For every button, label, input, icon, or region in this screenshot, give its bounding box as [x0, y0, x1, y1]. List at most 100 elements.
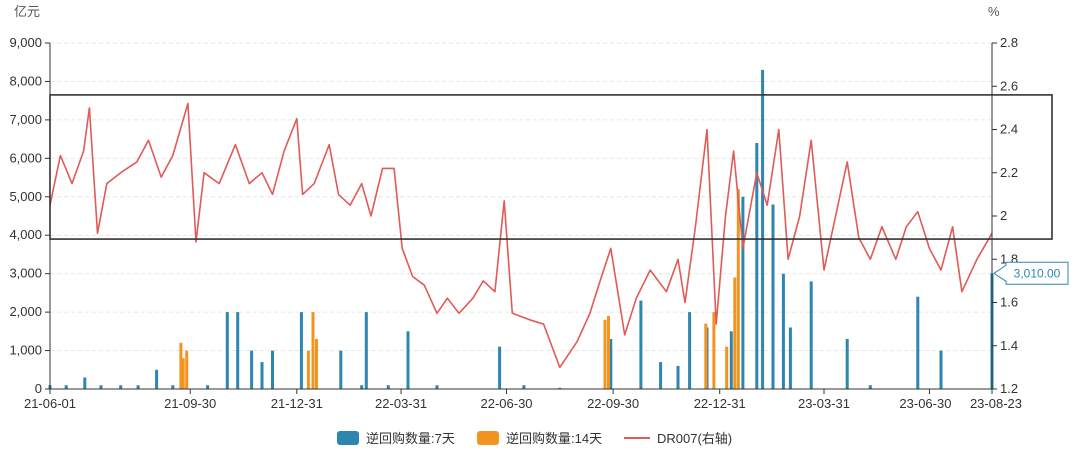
- bars: [48, 69, 994, 390]
- bar-7d: [136, 385, 140, 389]
- bar-14d: [607, 316, 610, 389]
- legend-item-7d[interactable]: 逆回购数量:7天: [337, 431, 455, 446]
- legend-item-dr007[interactable]: DR007(右轴): [624, 431, 732, 446]
- right-tick-label: 2.4: [1000, 122, 1018, 137]
- bar-7d: [688, 312, 692, 389]
- bar-7d: [260, 362, 264, 389]
- left-tick-label: 6,000: [9, 150, 42, 165]
- legend-label-7d: 逆回购数量:7天: [366, 431, 455, 446]
- legend: 逆回购数量:7天 逆回购数量:14天 DR007(右轴): [337, 431, 732, 446]
- x-tick-label: 23-03-31: [798, 396, 850, 411]
- legend-item-14d[interactable]: 逆回购数量:14天: [477, 431, 602, 446]
- bar-7d: [676, 365, 680, 389]
- annotation-box: [49, 94, 1053, 240]
- bar-7d: [809, 281, 813, 389]
- left-tick-label: 8,000: [9, 73, 42, 88]
- right-tick-label: 1.2: [1000, 381, 1018, 396]
- right-tick-label: 2.8: [1000, 35, 1018, 50]
- bar-7d: [406, 331, 410, 389]
- bar-14d: [311, 312, 315, 389]
- x-tick-label: 21-12-31: [271, 396, 323, 411]
- legend-swatch-7d: [337, 431, 359, 445]
- left-axis-unit: 亿元: [14, 4, 40, 19]
- bar-14d: [181, 358, 185, 389]
- bar-7d: [64, 385, 68, 389]
- bar-7d: [99, 385, 103, 389]
- bar-14d: [185, 350, 189, 389]
- bar-14d: [704, 323, 708, 389]
- right-tick-label: 2.2: [1000, 165, 1018, 180]
- bar-7d: [498, 346, 502, 389]
- bar-7d: [771, 204, 775, 389]
- bar-14d: [733, 277, 737, 389]
- bar-7d: [755, 143, 759, 389]
- x-tick-label: 21-06-01: [24, 396, 76, 411]
- bar-7d: [171, 385, 175, 389]
- bar-7d: [386, 385, 390, 389]
- right-tick-label: 1.4: [1000, 338, 1018, 353]
- legend-label-14d: 逆回购数量:14天: [506, 431, 602, 446]
- bar-14d: [736, 189, 740, 389]
- bar-7d: [609, 339, 613, 389]
- callout-shape: [993, 261, 1069, 285]
- bar-7d: [939, 350, 943, 389]
- x-tick-label: 22-09-30: [587, 396, 639, 411]
- bar-7d: [916, 296, 920, 389]
- left-tick-label: 1,000: [9, 343, 42, 358]
- x-tick-label: 22-12-31: [694, 396, 746, 411]
- bar-7d: [119, 385, 123, 389]
- left-tick-label: 7,000: [9, 112, 42, 127]
- x-tick-label: 23-06-30: [899, 396, 951, 411]
- bar-7d: [741, 196, 745, 389]
- x-tick-label: 22-06-30: [480, 396, 532, 411]
- bar-7d: [435, 385, 439, 389]
- right-axis-unit: %: [988, 4, 1000, 19]
- last-value-label: 3,010.00: [1014, 266, 1061, 280]
- bar-7d: [868, 385, 872, 389]
- bar-7d: [155, 369, 159, 389]
- left-tick-label: 0: [35, 381, 42, 396]
- bar-7d: [845, 339, 849, 389]
- x-tick-label: 22-03-31: [375, 396, 427, 411]
- dr007-line-layer: [49, 102, 993, 369]
- bar-7d: [225, 312, 229, 389]
- bar-7d: [788, 327, 792, 389]
- bar-14d: [315, 339, 318, 389]
- bar-7d: [639, 300, 643, 389]
- bar-7d: [236, 312, 240, 389]
- bar-7d: [360, 385, 364, 389]
- left-tick-label: 2,000: [9, 304, 42, 319]
- bar-7d: [761, 69, 765, 390]
- x-tick-label: 21-09-30: [164, 396, 216, 411]
- bar-14d: [725, 346, 729, 389]
- bar-14d: [712, 312, 716, 389]
- bar-7d: [364, 312, 368, 389]
- legend-swatch-14d: [477, 431, 499, 445]
- annotation-rect: [49, 94, 1053, 240]
- right-tick-label: 2.6: [1000, 78, 1018, 93]
- bar-7d: [522, 385, 526, 389]
- tick-labels: 0 1,000 2,000 3,000 4,000 5,000 6,000 7,000 8,00…: [9, 35, 1022, 411]
- legend-label-dr007: DR007(右轴): [657, 431, 732, 446]
- last-value-callout: 3,010.00: [993, 261, 1069, 285]
- bar-7d: [558, 387, 562, 389]
- bar-7d: [781, 273, 785, 389]
- right-tick-label: 2: [1000, 208, 1007, 223]
- bar-7d: [250, 350, 254, 389]
- left-tick-label: 4,000: [9, 227, 42, 242]
- bar-7d: [206, 385, 210, 389]
- bar-7d: [299, 312, 303, 389]
- bar-14d: [179, 342, 183, 389]
- left-tick-label: 3,000: [9, 266, 42, 281]
- left-tick-label: 5,000: [9, 189, 42, 204]
- bar-7d: [729, 331, 733, 389]
- grid-lines: [50, 42, 992, 352]
- bar-7d: [83, 377, 87, 389]
- right-tick-label: 1.6: [1000, 295, 1018, 310]
- bar-14d: [306, 350, 310, 389]
- left-tick-label: 9,000: [9, 35, 42, 50]
- bar-7d: [271, 350, 274, 389]
- bar-14d: [603, 319, 607, 389]
- bar-7d: [659, 362, 663, 389]
